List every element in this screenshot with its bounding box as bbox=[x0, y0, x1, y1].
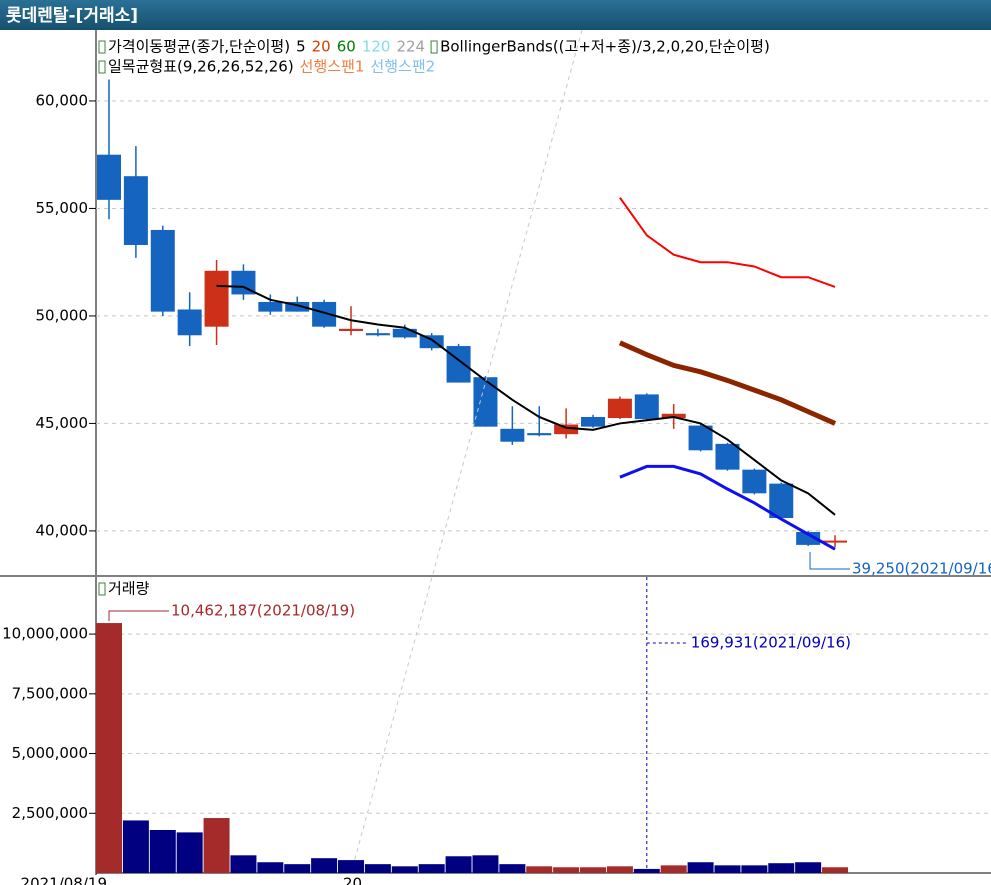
candle-body bbox=[177, 309, 202, 336]
volume-bar bbox=[553, 867, 580, 873]
volume-bar bbox=[445, 856, 472, 873]
legend-icon bbox=[430, 40, 438, 54]
legend-icon bbox=[98, 582, 106, 596]
legend-icon bbox=[98, 40, 106, 54]
legend-label: 60 bbox=[337, 38, 356, 56]
volume-bar bbox=[660, 865, 687, 873]
volume-bar bbox=[364, 864, 391, 873]
volume-bar bbox=[472, 855, 499, 873]
annotation-leader bbox=[809, 552, 851, 570]
moving-average-line bbox=[216, 284, 836, 516]
grid-line bbox=[350, 29, 583, 874]
x-tick-label: 2021/08/19 bbox=[21, 875, 107, 885]
y-tick-label: 10,000,000 bbox=[2, 625, 88, 643]
candle-body bbox=[123, 176, 148, 245]
y-tick-label: 40,000 bbox=[36, 521, 89, 539]
legend-label: BollingerBands((고+저+종)/3,2,0,20,단순이평) bbox=[440, 38, 770, 56]
pane-title: 거래량 bbox=[108, 580, 150, 598]
legend-label: 가격이동평균(종가,단순이평) bbox=[108, 38, 290, 56]
volume-bar bbox=[203, 818, 230, 873]
crosshair-annotation: 169,931(2021/09/16) bbox=[691, 634, 851, 652]
volume-bar bbox=[714, 865, 741, 873]
legend-label: 선행스팬1 bbox=[300, 58, 365, 76]
max-annotation: 10,462,187(2021/08/19) bbox=[171, 602, 355, 620]
candle-body bbox=[634, 394, 659, 420]
volume-bar bbox=[687, 862, 714, 873]
volume-bar bbox=[795, 862, 822, 873]
volume-bar bbox=[230, 855, 257, 873]
volume-bar bbox=[149, 829, 176, 873]
volume-bar bbox=[633, 868, 660, 873]
candle-body bbox=[97, 154, 121, 200]
volume-bar bbox=[311, 858, 338, 873]
volume-bar bbox=[338, 860, 365, 873]
legend-icon bbox=[98, 60, 106, 74]
volume-bar bbox=[526, 866, 553, 873]
y-tick-label: 45,000 bbox=[36, 414, 89, 432]
legend-label: 일목균형표(9,26,26,52,26) bbox=[108, 58, 294, 76]
y-tick-label: 2,500,000 bbox=[12, 804, 88, 822]
legend-label: 120 bbox=[362, 38, 391, 56]
bollinger-band-line bbox=[618, 340, 837, 426]
volume-bar bbox=[391, 866, 418, 873]
candle-body bbox=[231, 270, 256, 295]
candle-body bbox=[285, 301, 310, 312]
candle-body bbox=[527, 433, 552, 436]
candle-body bbox=[446, 346, 471, 383]
volume-bar bbox=[580, 867, 607, 873]
legend-label: 5 bbox=[296, 38, 306, 56]
candle-body bbox=[339, 328, 364, 331]
volume-bar bbox=[741, 865, 768, 873]
volume-bar bbox=[768, 863, 795, 873]
title-bar bbox=[0, 0, 991, 30]
y-tick-label: 55,000 bbox=[36, 199, 89, 217]
volume-bar bbox=[176, 832, 203, 873]
bollinger-band-line bbox=[619, 464, 836, 551]
candle-body bbox=[392, 328, 417, 338]
candle-body bbox=[204, 270, 229, 327]
candle-body bbox=[473, 377, 498, 427]
legend-label: 224 bbox=[396, 38, 425, 56]
candle-body bbox=[581, 416, 606, 427]
volume-bar bbox=[606, 866, 633, 873]
x-tick-label: 20 bbox=[343, 875, 362, 885]
bollinger-band-line bbox=[619, 197, 836, 288]
candle-body bbox=[500, 428, 525, 442]
volume-bar bbox=[122, 820, 149, 873]
low-annotation: 39,250(2021/09/16) bbox=[852, 560, 991, 578]
candle-body bbox=[365, 333, 390, 336]
candle-body bbox=[554, 424, 579, 435]
volume-bar bbox=[284, 864, 311, 873]
volume-bar bbox=[499, 864, 526, 873]
candle-body bbox=[769, 483, 794, 519]
candle-body bbox=[661, 413, 686, 419]
volume-bar bbox=[418, 864, 445, 873]
volume-bar bbox=[96, 623, 122, 873]
y-tick-label: 5,000,000 bbox=[12, 744, 88, 762]
legend-label: 선행스팬2 bbox=[370, 58, 435, 76]
candle-body bbox=[796, 532, 821, 545]
candle-body bbox=[258, 301, 283, 312]
y-tick-label: 7,500,000 bbox=[12, 684, 88, 702]
volume-bar bbox=[822, 867, 849, 873]
legend-label: 20 bbox=[312, 38, 331, 56]
y-tick-label: 60,000 bbox=[36, 91, 89, 109]
candle-body bbox=[688, 425, 713, 451]
candle-body bbox=[823, 540, 848, 543]
candle-body bbox=[715, 443, 740, 470]
candle-body bbox=[742, 469, 767, 494]
y-tick-label: 50,000 bbox=[36, 306, 89, 324]
annotation-leader bbox=[108, 610, 169, 622]
window-title: 롯데렌탈-[거래소] bbox=[6, 5, 138, 26]
candle-body bbox=[607, 398, 632, 419]
candle-body bbox=[150, 229, 175, 312]
volume-bar bbox=[257, 862, 284, 873]
